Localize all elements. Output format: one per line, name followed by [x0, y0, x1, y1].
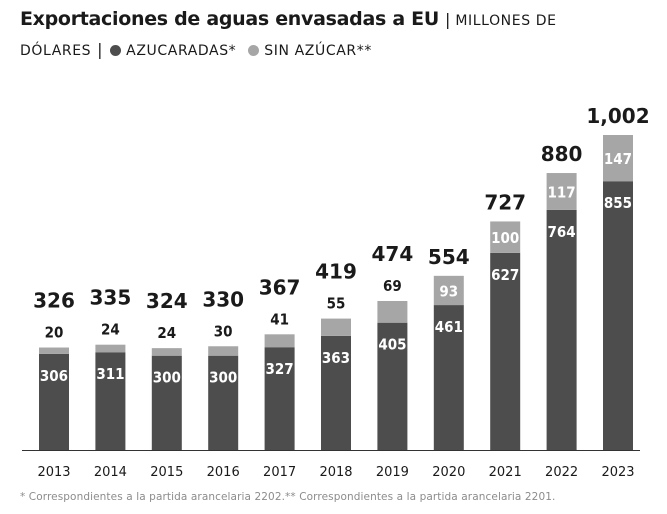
bar-nosugar-2020 [433, 275, 464, 306]
label-sugar-2023: 855 [604, 194, 632, 212]
label-sugar-2014: 311 [96, 365, 124, 383]
bar-sugar-2016 [208, 355, 239, 450]
bar-nosugar-2015 [151, 348, 182, 356]
bar-nosugar-2017 [264, 334, 295, 348]
label-nosugar-2020: 93 [439, 282, 458, 300]
title-separator: | [444, 10, 451, 29]
legend-separator: | [97, 40, 104, 59]
bar-sugar-2014 [95, 352, 126, 450]
label-nosugar-2015: 24 [157, 324, 176, 342]
chart-header: Exportaciones de aguas envasadas a EU | MI… [20, 8, 660, 64]
x-tick-label-2017: 2017 [263, 465, 296, 480]
bar-sugar-2021 [490, 252, 521, 450]
x-tick-label-2019: 2019 [376, 465, 409, 480]
label-total-2016: 330 [202, 287, 244, 311]
label-total-2018: 419 [315, 260, 357, 284]
label-sugar-2021: 627 [491, 266, 519, 284]
label-sugar-2016: 300 [209, 369, 237, 387]
unit-label-part2: DÓLARES [20, 43, 92, 59]
label-total-2017: 367 [259, 275, 301, 299]
bar-nosugar-2016 [208, 346, 239, 356]
label-total-2020: 554 [428, 245, 470, 269]
unit-label-part1: MILLONES DE [455, 13, 557, 29]
label-sugar-2022: 764 [548, 223, 576, 241]
legend-swatch-nosugar [248, 45, 260, 56]
label-sugar-2020: 461 [435, 318, 463, 336]
legend-swatch-sugar [110, 45, 122, 56]
label-sugar-2018: 363 [322, 349, 350, 367]
label-sugar-2015: 300 [153, 369, 181, 387]
chart-title: Exportaciones de aguas envasadas a EU [20, 8, 439, 30]
bar-sugar-2022 [546, 209, 577, 450]
bar-nosugar-2022 [546, 173, 577, 210]
bar-sugar-2023 [603, 181, 633, 450]
bar-sugar-2013 [39, 353, 69, 450]
bar-nosugar-2013 [39, 347, 69, 354]
bar-sugar-2017 [264, 347, 295, 450]
bar-sugar-2020 [433, 305, 464, 450]
x-tick-label-2021: 2021 [489, 465, 522, 480]
label-total-2021: 727 [484, 190, 526, 214]
header-line-1: Exportaciones de aguas envasadas a EU | MI… [20, 8, 660, 36]
bar-sugar-2019 [377, 322, 408, 450]
bar-sugar-2015 [151, 355, 182, 450]
footnote: * Correspondientes a la partida arancela… [20, 491, 556, 503]
label-nosugar-2017: 41 [270, 310, 289, 328]
label-total-2022: 880 [541, 142, 583, 166]
x-tick-label-2014: 2014 [94, 465, 127, 480]
label-nosugar-2014: 24 [101, 321, 120, 339]
label-total-2014: 335 [90, 286, 132, 310]
x-tick-label-2018: 2018 [319, 465, 352, 480]
label-nosugar-2023: 147 [604, 150, 632, 168]
x-tick-label-2013: 2013 [37, 465, 70, 480]
label-total-2015: 324 [146, 289, 188, 313]
stacked-bar-chart: 306 20 326 2013 311 24 335 2014 300 24 324 2015 300 3… [22, 104, 650, 480]
label-nosugar-2018: 55 [327, 295, 346, 313]
label-total-2013: 326 [33, 289, 75, 313]
label-nosugar-2013: 20 [45, 324, 64, 342]
bar-nosugar-2019 [377, 300, 408, 323]
header-line-2: DÓLARES | AZUCARADAS* SIN AZÚCAR** [20, 40, 660, 64]
label-total-2019: 474 [372, 242, 414, 266]
label-sugar-2019: 405 [378, 336, 406, 354]
label-nosugar-2016: 30 [214, 322, 233, 340]
label-nosugar-2019: 69 [383, 277, 402, 295]
label-sugar-2017: 327 [266, 360, 294, 378]
bar-nosugar-2021 [490, 221, 521, 253]
legend-label-sugar: AZUCARADAS* [126, 43, 237, 59]
legend-label-nosugar: SIN AZÚCAR** [264, 43, 372, 59]
x-tick-label-2015: 2015 [150, 465, 183, 480]
label-nosugar-2021: 100 [491, 229, 519, 247]
label-nosugar-2022: 117 [548, 183, 576, 201]
label-sugar-2013: 306 [40, 367, 68, 385]
x-tick-label-2022: 2022 [545, 465, 578, 480]
label-total-2023: 1,002 [586, 104, 649, 128]
bar-nosugar-2018 [321, 318, 351, 336]
x-tick-label-2023: 2023 [601, 465, 634, 480]
x-tick-label-2016: 2016 [207, 465, 240, 480]
bar-nosugar-2023 [603, 135, 633, 182]
bar-nosugar-2014 [95, 344, 126, 353]
bar-sugar-2018 [321, 335, 351, 450]
x-tick-label-2020: 2020 [432, 465, 465, 480]
